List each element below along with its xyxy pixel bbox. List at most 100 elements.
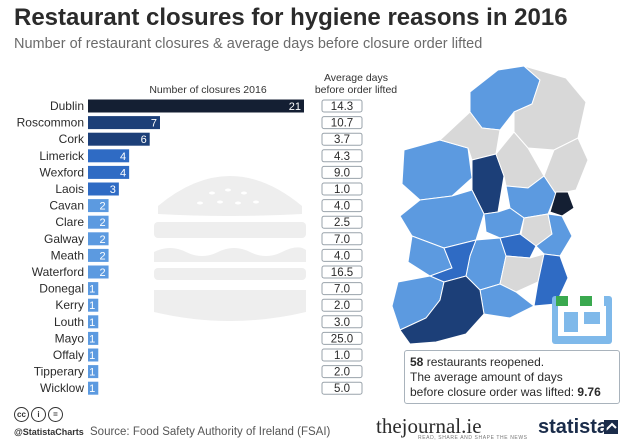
category-label: Louth	[54, 315, 84, 329]
category-label: Cork	[59, 132, 85, 146]
bar	[88, 315, 99, 329]
avg-days-label: 9.0	[334, 167, 350, 179]
avg-days-box	[321, 165, 363, 179]
avg-days-box	[321, 182, 363, 196]
avg-days-box	[321, 331, 363, 345]
bar-value-label: 1	[89, 284, 95, 296]
journal-tagline: READ, SHARE AND SHAPE THE NEWS	[418, 435, 528, 441]
map-cork	[399, 275, 485, 345]
avg-days-box	[321, 116, 363, 130]
category-label: Donegal	[39, 282, 84, 296]
avg-days-label: 4.3	[334, 151, 350, 163]
category-label: Galway	[44, 232, 84, 246]
bar	[88, 132, 150, 146]
bar	[88, 365, 99, 379]
avg-days-label: 1.0	[334, 350, 350, 362]
avg-days-label: 2.0	[334, 300, 350, 312]
bar-value-label: 2	[99, 217, 105, 229]
info-line-3: before closure order was lifted: 9.76	[410, 385, 601, 399]
avg-days-box	[321, 381, 363, 395]
category-label: Cavan	[49, 199, 84, 213]
avg-days-label: 3.0	[334, 317, 350, 329]
shop-icon	[552, 296, 612, 344]
bar-value-label: 4	[120, 151, 126, 163]
map-offaly	[483, 207, 525, 239]
statista-handle: @StatistaCharts	[14, 427, 84, 437]
category-label: Dublin	[50, 99, 84, 113]
bar	[88, 348, 99, 362]
map-dublin	[549, 191, 575, 217]
bar	[88, 265, 109, 279]
bar-column-header: Number of closures 2016	[149, 84, 267, 96]
bar	[88, 248, 109, 262]
attribution-icon: i	[31, 407, 46, 422]
avg-days-label: 3.7	[334, 134, 350, 146]
avg-days-box	[321, 232, 363, 246]
category-label: Offaly	[53, 348, 84, 362]
avg-days-label: 4.0	[334, 201, 350, 213]
bar	[88, 215, 109, 229]
map-waterford	[479, 283, 535, 319]
bar-value-label: 21	[289, 101, 301, 113]
bar-value-label: 3	[110, 184, 116, 196]
bar-value-label: 1	[89, 300, 95, 312]
info-line-2: The average amount of days	[410, 370, 563, 384]
avg-days-box	[321, 315, 363, 329]
statista-brand: statista	[538, 416, 609, 438]
avg-days-box	[321, 149, 363, 163]
reopened-count: 58	[410, 355, 424, 369]
avg-days-label: 14.3	[331, 101, 353, 113]
avg-days-value: 9.76	[577, 385, 601, 399]
avg-days-label: 7.0	[334, 284, 350, 296]
map-mayo	[401, 139, 473, 201]
category-label: Kerry	[55, 298, 84, 312]
category-label: Laois	[55, 182, 84, 196]
bar	[88, 99, 304, 113]
category-label: Mayo	[55, 331, 85, 345]
avg-days-box	[321, 298, 363, 312]
bar	[88, 282, 99, 296]
avg-days-box	[321, 348, 363, 362]
category-label: Tipperary	[34, 365, 84, 379]
bar	[88, 331, 99, 345]
statista-logo	[604, 420, 618, 434]
bar-value-label: 6	[141, 134, 147, 146]
bar-value-label: 2	[99, 250, 105, 262]
bar-value-label: 4	[120, 167, 126, 179]
bar-value-label: 1	[89, 317, 95, 329]
no-derivs-icon: =	[48, 407, 63, 422]
info-box	[404, 350, 620, 404]
avg-days-label: 4.0	[334, 250, 350, 262]
days-header-line1: Average days	[323, 72, 388, 84]
bar	[88, 298, 99, 312]
avg-days-box	[321, 248, 363, 262]
avg-days-label: 16.5	[331, 267, 353, 279]
bar-value-label: 2	[99, 234, 105, 246]
bar	[88, 199, 109, 213]
avg-days-box	[321, 265, 363, 279]
category-label: Wexford	[40, 165, 84, 179]
avg-days-box	[321, 132, 363, 146]
ireland-map	[391, 65, 589, 345]
avg-days-box	[321, 215, 363, 229]
avg-days-label: 10.7	[331, 118, 353, 130]
avg-days-label: 2.0	[334, 367, 350, 379]
category-label: Waterford	[32, 265, 84, 279]
map-sligo	[439, 111, 501, 161]
avg-days-text: before closure order was lifted:	[410, 385, 578, 399]
bar	[88, 232, 109, 246]
bar-value-label: 2	[99, 267, 105, 279]
bar-value-label: 2	[99, 201, 105, 213]
days-column-header: Average days before order lifted	[304, 72, 408, 96]
bar	[88, 149, 130, 163]
avg-days-label: 2.5	[334, 217, 350, 229]
category-label: Roscommon	[17, 116, 84, 130]
bar	[88, 165, 130, 179]
burger-icon	[154, 176, 306, 321]
chart-title: Restaurant closures for hygiene reasons …	[14, 4, 568, 31]
avg-days-label: 7.0	[334, 234, 350, 246]
bar-value-label: 1	[89, 383, 95, 395]
bar	[88, 116, 160, 130]
cc-icon: cc	[14, 407, 29, 422]
